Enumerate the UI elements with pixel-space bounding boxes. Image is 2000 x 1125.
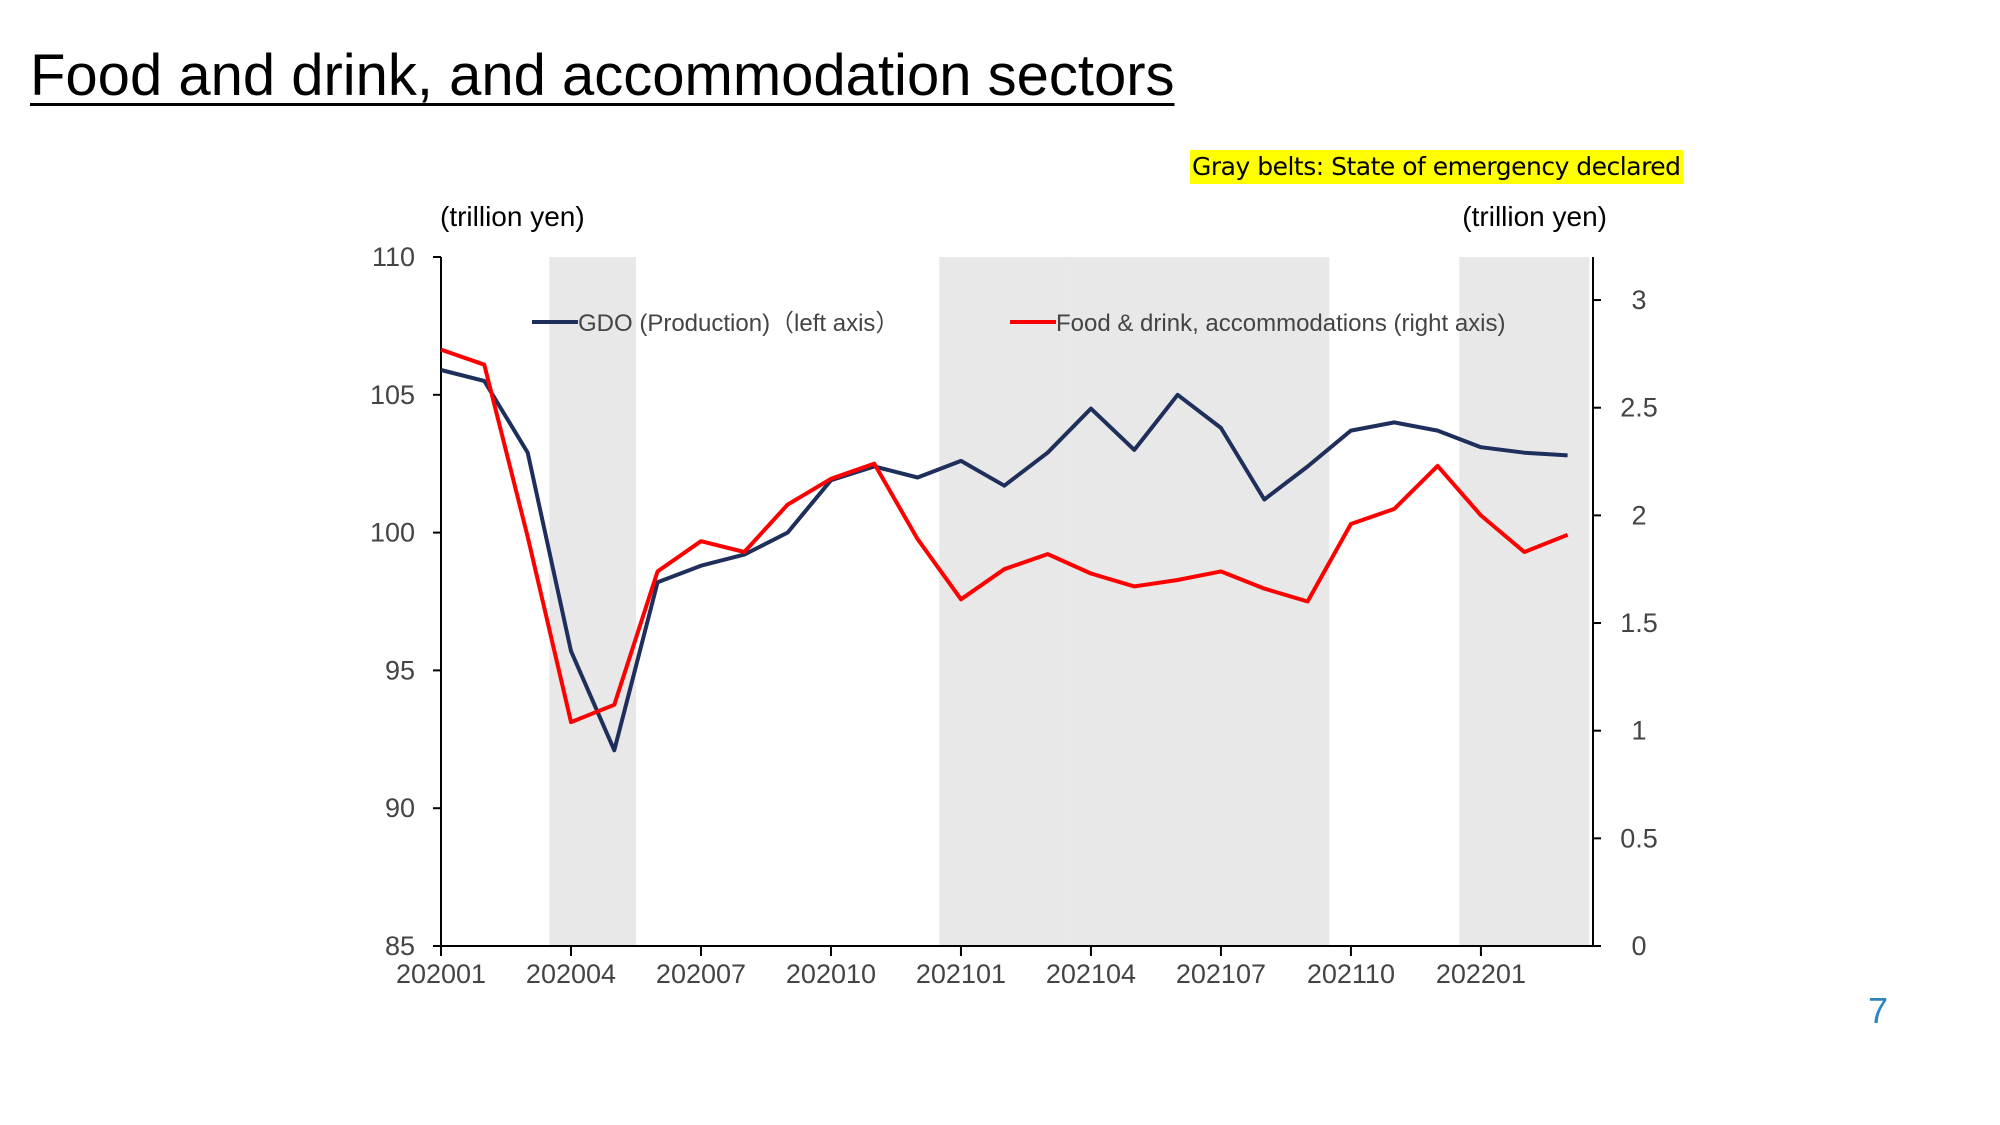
emergency-belt-2 [939,257,1070,946]
left-tick-label: 100 [370,518,415,548]
right-tick-label: 1.5 [1620,608,1658,638]
x-tick-label: 202010 [786,959,876,989]
emergency-belts [549,257,1590,946]
right-axis-unit: (trillion yen) [1462,201,1607,232]
food-accommodation-series-line [440,347,1569,725]
axes: 85 90 95 100 105 110 0 0.5 1 1.5 2 2.5 3 202001 202004… [370,242,1658,989]
slide-title: Food and drink, and accommodation sector… [30,43,1175,108]
x-tick-label: 202201 [1436,959,1526,989]
x-tick-label: 202107 [1176,959,1266,989]
left-tick-label: 105 [370,380,415,410]
x-tick-label: 202004 [526,959,616,989]
emergency-belt-1 [549,257,636,946]
left-tick-label: 95 [385,655,415,685]
emergency-belt-3 [1069,257,1330,946]
left-tick-label: 90 [385,793,415,823]
left-tick-label: 85 [385,931,415,961]
right-tick-label: 2 [1631,500,1646,530]
right-tick-label: 3 [1631,285,1646,315]
page-number: 7 [1868,990,1889,1031]
legend-label: GDO (Production)（left axis） [578,310,899,337]
series-lines [440,347,1569,753]
right-tick-label: 0.5 [1620,823,1658,853]
right-tick-label: 0 [1631,931,1646,961]
x-tick-label: 202110 [1307,959,1395,989]
right-tick-label: 2.5 [1620,393,1658,423]
left-axis-unit: (trillion yen) [440,201,585,232]
left-tick-label: 110 [372,242,415,272]
legend-label: Food & drink, accommodations (right axis… [1056,310,1506,337]
emergency-belt-4 [1459,257,1590,946]
x-tick-label: 202101 [916,959,1006,989]
x-tick-label: 202001 [396,959,486,989]
legend: GDO (Production)（left axis） Food & drink,… [532,310,1506,337]
right-tick-label: 1 [1631,716,1646,746]
gdo-series-line [440,368,1568,753]
x-tick-label: 202007 [656,959,746,989]
x-tick-label: 202104 [1046,959,1136,989]
emergency-note: Gray belts: State of emergency declared [1190,150,1683,184]
